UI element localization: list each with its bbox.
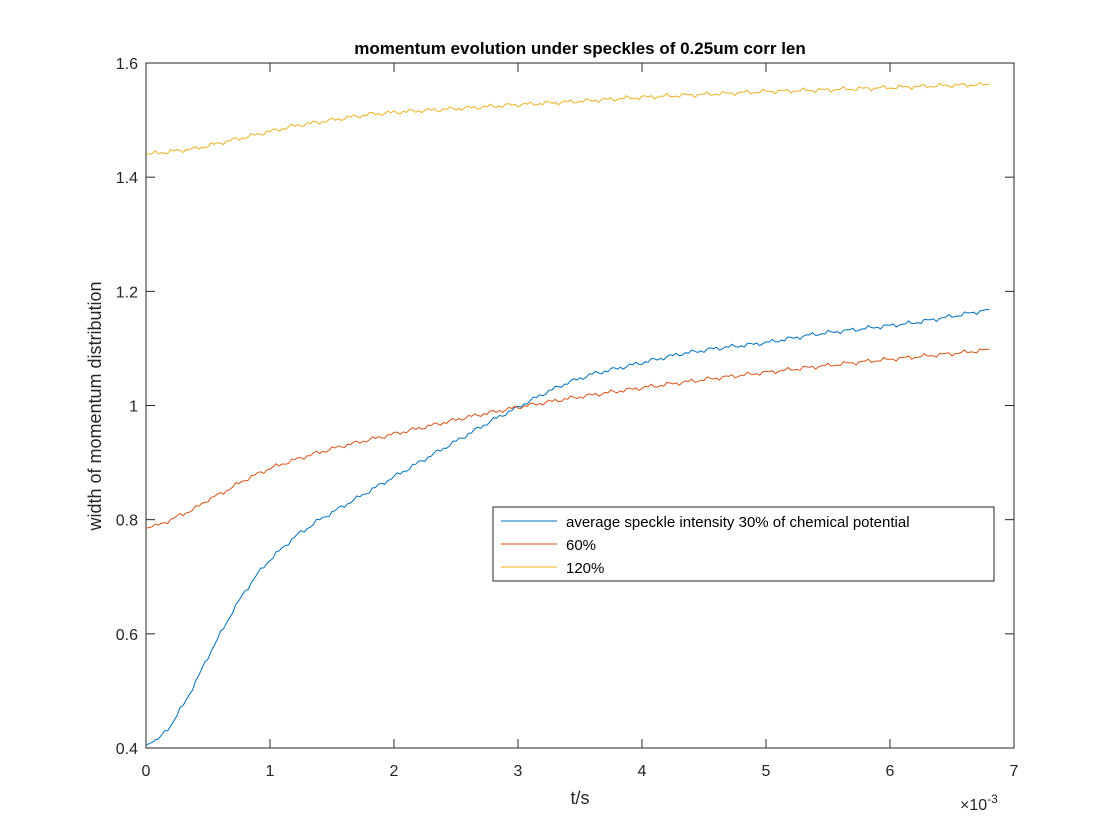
- series-line-2: [145, 348, 990, 529]
- y-tick-label: 0.6: [116, 627, 138, 644]
- y-axis-label: width of momentum distribution: [85, 281, 105, 531]
- x-tick-label: 3: [514, 763, 523, 780]
- legend-label-2: 60%: [566, 537, 596, 554]
- series-line-3: [145, 81, 990, 155]
- x-tick-label: 4: [638, 763, 647, 780]
- y-tick-label: 1: [129, 399, 138, 416]
- x-tick-label: 0: [142, 763, 151, 780]
- legend-box: [492, 506, 995, 582]
- plot-layer: 0 1 2 3 4 5 6 7 0.4 0.6 0.8 1 1.2 1.4 1.6: [116, 56, 1019, 780]
- y-tick-label: 1.4: [116, 170, 138, 187]
- legend: average speckle intensity 30% of chemica…: [492, 506, 995, 582]
- x-axis-label: t/s: [570, 788, 589, 808]
- x-exponent-power: -3: [987, 792, 998, 806]
- x-tick-label: 1: [266, 763, 275, 780]
- legend-label-3: 120%: [566, 560, 604, 577]
- x-axis-exponent: ×10-3: [960, 792, 998, 814]
- plot-frame: [145, 62, 1015, 749]
- x-tick-label: 7: [1010, 763, 1019, 780]
- y-tick-label: 0.4: [116, 741, 138, 758]
- y-tick-label: 1.6: [116, 56, 138, 73]
- legend-label-1: average speckle intensity 30% of chemica…: [566, 514, 910, 531]
- series-line-1: [145, 308, 990, 746]
- chart-title: momentum evolution under speckles of 0.2…: [354, 39, 806, 58]
- y-tick-label: 1.2: [116, 284, 138, 301]
- y-tick-label: 0.8: [116, 513, 138, 530]
- x-tick-label: 6: [886, 763, 895, 780]
- x-tick-label: 5: [762, 763, 771, 780]
- x-exponent-base: ×10: [960, 797, 987, 814]
- x-tick-label: 2: [390, 763, 399, 780]
